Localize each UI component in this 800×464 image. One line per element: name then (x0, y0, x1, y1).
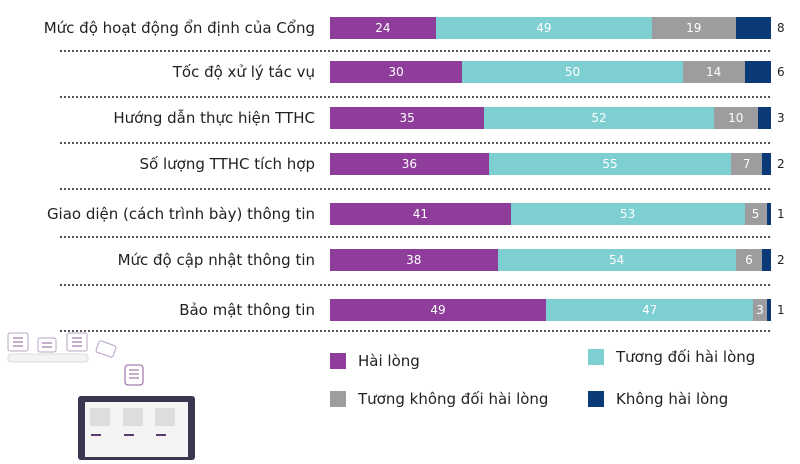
bar-segment: 19 (651, 17, 736, 39)
data-label: 35 (399, 111, 415, 125)
row-divider (60, 96, 770, 98)
data-label: 10 (728, 111, 744, 125)
data-label: 54 (609, 253, 625, 267)
data-label: 52 (591, 111, 607, 125)
category-label: Tốc độ xử lý tác vụ (172, 63, 315, 81)
bar-segment: 35 (330, 107, 485, 129)
document-illustration (5, 330, 205, 460)
legend-swatch (330, 353, 346, 369)
row-divider (60, 188, 770, 190)
bar-segment (735, 17, 771, 39)
legend-label: Hài lòng (358, 352, 420, 370)
bar-segment: 10 (713, 107, 758, 129)
data-label: 8 (777, 21, 785, 35)
data-label: 41 (412, 207, 429, 221)
bar-segment (762, 153, 771, 175)
data-label: 14 (706, 65, 722, 79)
bar-segment: 52 (484, 107, 714, 129)
bar-segment: 3 (753, 299, 767, 321)
category-label: Mức độ cập nhật thông tin (117, 251, 315, 269)
legend-item: Không hài lòng (588, 390, 728, 408)
bar-segment: 49 (330, 299, 547, 321)
bar-segment (744, 61, 771, 83)
legend-label: Tương đối hài lòng (616, 348, 756, 366)
bar-segment: 50 (462, 61, 683, 83)
legend-swatch (588, 349, 604, 365)
data-label: 50 (564, 65, 581, 79)
row-divider (60, 330, 770, 332)
data-label: 6 (777, 65, 785, 79)
bar-segment: 36 (330, 153, 489, 175)
data-label: 24 (375, 21, 391, 35)
row-divider (60, 142, 770, 144)
bar-segment: 38 (330, 249, 498, 271)
bar-segment (766, 203, 771, 225)
legend-swatch (588, 391, 604, 407)
data-label: 55 (602, 157, 618, 171)
bar-segment: 24 (330, 17, 436, 39)
data-label: 3 (777, 111, 785, 125)
data-label: 6 (745, 253, 753, 267)
legend-item: Tương đối hài lòng (588, 348, 755, 366)
row-divider (60, 50, 770, 52)
bar-segment (762, 249, 771, 271)
bar-segment: 7 (731, 153, 763, 175)
data-label: 47 (642, 303, 658, 317)
data-label: 30 (388, 65, 404, 79)
category-label: Số lượng TTHC tích hợp (139, 155, 315, 173)
laptop-documents-icon (7, 332, 195, 460)
data-label: 2 (777, 157, 785, 171)
category-label: Bảo mật thông tin (179, 301, 315, 319)
bar-segment: 53 (510, 203, 745, 225)
bar-segment: 54 (497, 249, 736, 271)
bar-segment: 55 (488, 153, 732, 175)
bar-segment: 49 (435, 17, 652, 39)
category-label: Mức độ hoạt động ổn định của Cổng (43, 19, 315, 37)
legend-item: Tương không đối hài lòng (330, 390, 548, 408)
bar-segment: 14 (682, 61, 745, 83)
data-label: 3 (756, 303, 764, 317)
bar-segment: 47 (546, 299, 754, 321)
bar-segment: 41 (330, 203, 511, 225)
data-label: 2 (777, 253, 785, 267)
data-label: 38 (406, 253, 422, 267)
category-label: Giao diện (cách trình bày) thông tin (46, 205, 315, 223)
legend-item: Hài lòng (330, 352, 420, 370)
bar-segment: 6 (735, 249, 763, 271)
data-label: 49 (536, 21, 552, 35)
data-label: 5 (751, 207, 760, 221)
category-label: Hướng dẫn thực hiện TTHC (113, 109, 315, 127)
data-label: 36 (401, 157, 418, 171)
legend-swatch (330, 391, 346, 407)
bar-segment: 30 (330, 61, 463, 83)
legend-label: Tương không đối hài lòng (358, 390, 549, 408)
bar-segment (757, 107, 771, 129)
bar-segment: 5 (744, 203, 767, 225)
data-label: 53 (620, 207, 636, 221)
bar-segment (766, 299, 771, 321)
row-divider (60, 284, 770, 286)
data-label: 1 (777, 207, 785, 221)
legend-label: Không hài lòng (616, 390, 729, 408)
data-label: 19 (686, 21, 702, 35)
data-label: 1 (777, 303, 785, 317)
data-label: 7 (742, 157, 751, 171)
row-divider (60, 236, 770, 238)
data-label: 49 (430, 303, 446, 317)
